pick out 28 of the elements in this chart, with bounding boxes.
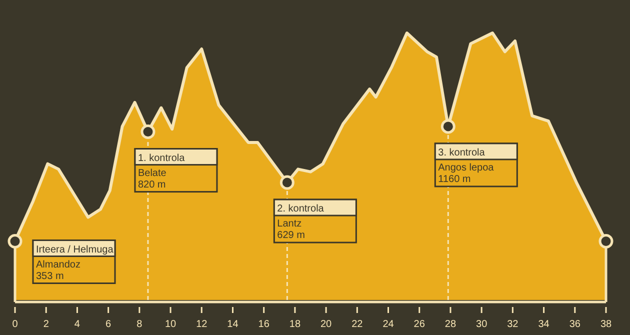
x-tick-label: 6 xyxy=(106,319,112,330)
point xyxy=(598,234,614,249)
x-tick-label: 8 xyxy=(136,319,143,330)
x-tick-label: 36 xyxy=(569,319,581,330)
x-tick-label: 28 xyxy=(444,319,456,330)
x-tick-label: 12 xyxy=(196,319,208,330)
point xyxy=(8,234,22,249)
annotation: 3. kontrola Angos lepoa 1160 m xyxy=(438,147,494,185)
x-tick-label: 22 xyxy=(352,319,364,330)
x-tick-label: 34 xyxy=(538,319,550,330)
x-tick-label: 32 xyxy=(507,319,519,330)
annotation: 2. kontrola Lantz 629 m xyxy=(277,204,324,242)
x-tick-label: 26 xyxy=(414,319,426,330)
x-tick-label: 4 xyxy=(74,319,80,330)
x-tick-label: 0 xyxy=(12,319,18,330)
point xyxy=(280,175,294,190)
x-tick-label: 30 xyxy=(476,319,488,330)
x-tick-label: 2 xyxy=(43,319,50,330)
point xyxy=(440,119,456,134)
x-tick-label: 20 xyxy=(320,319,332,330)
x-tick-label: 10 xyxy=(164,319,177,330)
x-tick-label: 16 xyxy=(258,319,270,330)
x-tick-label: 14 xyxy=(227,319,239,330)
point xyxy=(140,124,156,140)
annotation: 1. kontrola Belate 820 m xyxy=(138,152,186,190)
x-tick-label: 38 xyxy=(600,319,612,330)
x-tick-label: 24 xyxy=(382,319,394,330)
x-tick-label: 18 xyxy=(289,319,301,330)
